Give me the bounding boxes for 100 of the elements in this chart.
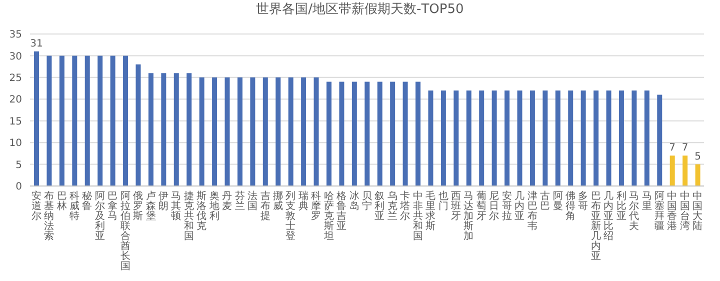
y-tick-label: 35	[9, 30, 22, 41]
data-label: 5	[694, 151, 701, 162]
bar	[377, 82, 382, 186]
bar	[416, 82, 421, 186]
x-tick-label: 几内亚比绍	[604, 191, 614, 242]
x-tick-label: 中国大陆	[692, 190, 703, 232]
x-tick-label: 布基纳法索	[44, 190, 54, 242]
bar	[250, 77, 256, 186]
bar	[580, 90, 586, 186]
bar	[186, 73, 192, 186]
bar	[555, 90, 560, 186]
bar	[288, 77, 294, 186]
bar	[148, 73, 154, 186]
x-tick-label: 列支敦士登	[286, 191, 296, 242]
x-tick-label: 吉布提	[260, 190, 270, 222]
x-tick-label: 挪威	[272, 190, 283, 212]
x-tick-label: 法国	[248, 190, 258, 212]
x-tick-label: 也门	[438, 190, 448, 212]
x-tick-label: 卡塔尔	[399, 190, 410, 222]
bar	[618, 90, 624, 186]
x-tick-label: 马达加斯加	[464, 191, 474, 242]
x-tick-label: 巴拿马	[108, 191, 118, 222]
x-tick-label: 中非共和国	[412, 190, 423, 242]
bar	[276, 77, 281, 186]
bar	[352, 82, 357, 186]
x-tick-label: 阿尔及利亚	[94, 191, 105, 242]
data-label: 31	[30, 38, 43, 50]
x-tick-label: 利比亚	[616, 190, 626, 222]
x-tick-label: 斯洛伐克	[196, 190, 207, 232]
x-tick-label: 瑞典	[298, 190, 308, 212]
y-tick-label: 30	[9, 51, 22, 62]
bar	[123, 56, 128, 186]
bar	[161, 73, 166, 186]
bar	[339, 82, 344, 186]
bar	[84, 56, 90, 186]
y-tick-label: 15	[9, 116, 22, 128]
x-tick-label: 毛里求斯	[426, 190, 436, 232]
x-tick-label: 格鲁吉亚	[336, 190, 347, 232]
bar	[59, 56, 64, 186]
x-tick-label: 丹麦	[222, 191, 232, 212]
bar	[110, 56, 116, 186]
bar	[517, 90, 522, 186]
bar	[479, 90, 484, 186]
x-tick-label: 卢森堡	[146, 190, 156, 222]
y-tick-label: 5	[16, 160, 22, 171]
bar	[657, 94, 662, 186]
x-tick-label: 马里	[642, 191, 652, 212]
x-tick-label: 尼日尔	[489, 191, 500, 222]
bar	[440, 90, 446, 186]
bar	[530, 90, 535, 186]
x-tick-label: 捷克共和国	[184, 190, 194, 242]
bar	[606, 90, 612, 186]
bar	[301, 77, 306, 186]
bar	[644, 90, 650, 186]
x-tick-label: 科威特	[70, 190, 80, 222]
x-tick-label: 叙利亚	[374, 190, 385, 222]
x-tick-label: 秘鲁	[82, 191, 92, 212]
x-tick-label: 中国台湾	[680, 190, 690, 232]
bar	[136, 64, 141, 186]
x-tick-label: 马尔代夫	[628, 191, 640, 232]
y-tick-label: 20	[9, 94, 22, 106]
data-label: 7	[682, 142, 688, 154]
x-tick-label: 佛得角	[565, 191, 576, 222]
bar	[98, 56, 103, 186]
chart-title: 世界各国/地区带薪假期天数-TOP50	[255, 1, 465, 19]
bar	[326, 82, 332, 186]
bar	[428, 90, 434, 186]
x-tick-label: 科摩罗	[311, 190, 322, 222]
x-tick-label: 中国香港	[667, 190, 678, 232]
x-tick-label: 西班牙	[451, 191, 462, 222]
x-tick-label: 马其顿	[171, 191, 182, 222]
x-tick-label: 哈萨克斯坦	[322, 190, 334, 242]
bar	[364, 82, 370, 186]
x-tick-label: 伊朗	[158, 191, 169, 212]
bar	[492, 90, 497, 186]
bar	[682, 156, 688, 186]
bar	[390, 82, 396, 186]
bar	[174, 73, 179, 186]
y-tick-label: 0	[16, 182, 22, 193]
bar	[402, 82, 408, 186]
x-tick-label: 多哥	[578, 190, 588, 212]
bar	[199, 77, 204, 186]
bar	[454, 90, 459, 186]
x-tick-label: 乌克兰	[387, 190, 398, 222]
x-tick-label: 贝宁	[362, 191, 372, 212]
bar	[466, 90, 472, 186]
x-tick-label: 冰岛	[349, 190, 360, 212]
x-tick-label: 阿拉伯联合酋长国	[120, 191, 130, 272]
x-tick-label: 巴布亚新几内亚	[590, 191, 601, 262]
bar	[224, 77, 230, 186]
bar	[262, 77, 268, 186]
bar	[314, 77, 319, 186]
y-tick-label: 25	[9, 72, 22, 84]
x-tick-label: 奥地利	[208, 190, 220, 222]
x-tick-label: 古巴	[540, 190, 550, 212]
bar	[594, 90, 599, 186]
bar	[212, 77, 218, 186]
bar	[504, 90, 510, 186]
bar	[34, 51, 39, 186]
bar	[542, 90, 548, 186]
